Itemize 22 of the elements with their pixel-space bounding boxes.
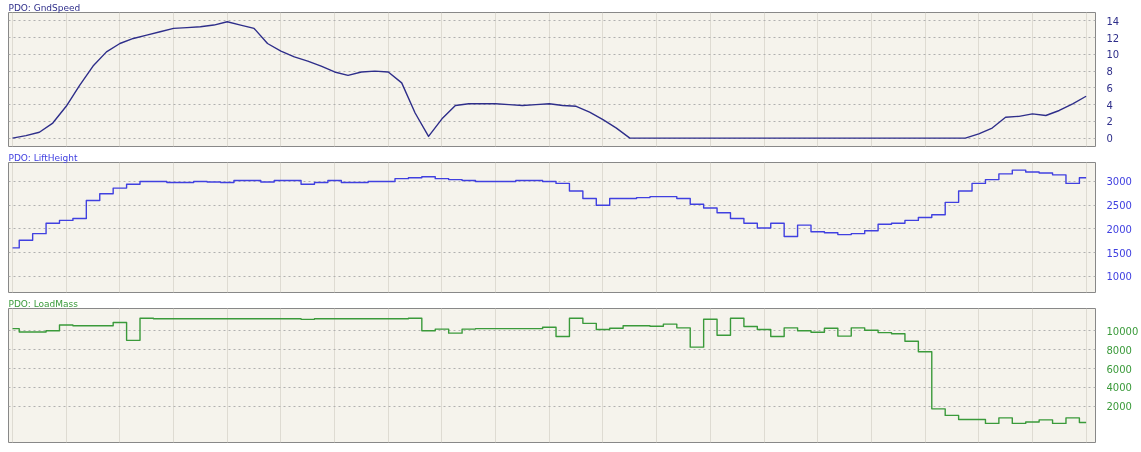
y-tick-label: 0 bbox=[1106, 133, 1113, 145]
y-tick-label: 6 bbox=[1106, 82, 1113, 94]
y-tick-label: 1500 bbox=[1106, 247, 1132, 259]
y-tick-label: 3000 bbox=[1106, 176, 1132, 188]
y-tick-label: 10000 bbox=[1106, 325, 1139, 337]
y-tick-label: 8 bbox=[1106, 66, 1113, 78]
y-tick-label: 1000 bbox=[1106, 271, 1132, 283]
y-tick-label: 6000 bbox=[1106, 363, 1132, 375]
line-series bbox=[11, 21, 1087, 139]
y-tick-label: 2000 bbox=[1106, 223, 1132, 235]
chart-title: PDO: LoadMass bbox=[8, 298, 79, 309]
y-tick-label: 4000 bbox=[1106, 382, 1132, 394]
y-tick-label: 2 bbox=[1106, 116, 1113, 128]
chart-title: PDO: LiftHeight bbox=[8, 152, 78, 163]
y-tick-label: 14 bbox=[1106, 15, 1120, 27]
y-tick-label: 2500 bbox=[1106, 200, 1132, 212]
chart-title: PDO: GndSpeed bbox=[8, 2, 81, 13]
y-tick-label: 2000 bbox=[1106, 401, 1132, 413]
y-tick-label: 4 bbox=[1106, 99, 1113, 111]
y-tick-label: 8000 bbox=[1106, 344, 1132, 356]
y-tick-label: 10 bbox=[1106, 49, 1120, 61]
y-tick-label: 12 bbox=[1106, 32, 1120, 44]
